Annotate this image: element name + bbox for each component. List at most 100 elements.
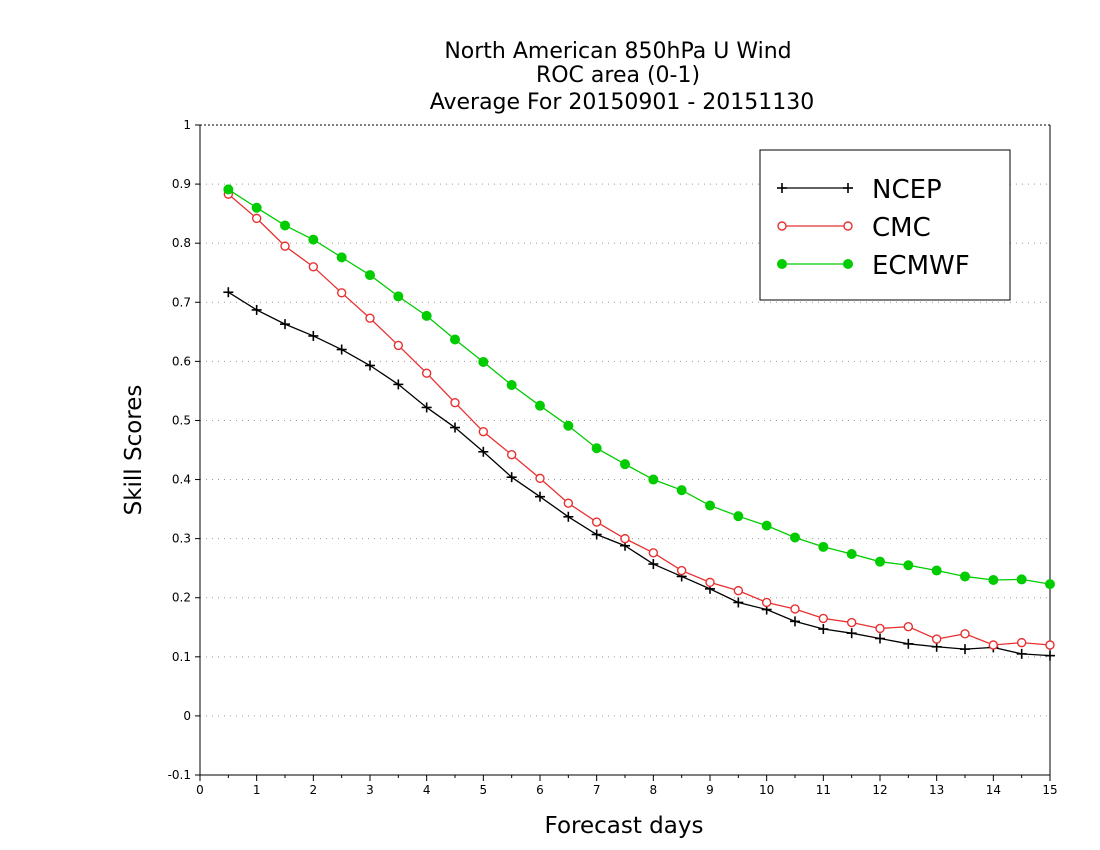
data-point-cmc [790,604,800,614]
data-point-ecmwf [591,443,602,454]
data-point-ecmwf [1016,574,1027,585]
data-point-cmc [251,213,262,224]
data-point-ecmwf [875,556,885,567]
data-point-cmc [818,613,829,624]
data-point-ecmwf [790,532,800,543]
y-tick-label: 0.3 [172,532,191,546]
data-point-ecmwf [450,334,460,345]
data-point-ncep [1045,650,1055,661]
series-line-ncep [227,291,1051,657]
data-point-ncep [280,319,290,330]
data-point-ecmwf [705,500,715,511]
data-point-ecmwf [648,474,659,485]
axes: -0.100.10.20.30.40.50.60.70.80.910 1 2 3 4 5 6… [168,118,1058,797]
data-point-cmc [846,617,857,628]
data-point-ecmwf [506,380,517,390]
data-point-ecmwf [563,420,574,431]
x-tick-label: 3 [366,783,374,797]
x-tick-label: 11 [816,783,831,797]
data-point-cmc [336,288,347,298]
y-axis-label: Skill Scores [121,385,147,516]
data-point-cmc [591,517,602,527]
data-point-ncep [223,287,234,298]
chart-title-line-2: ROC area (0-1) [536,63,700,88]
y-tick-label: 0.5 [172,413,191,427]
legend-entry-cmc: CMC [777,213,931,243]
data-point-cmc [478,426,489,437]
chart-title-line-3: Average For 20150901 - 20151130 [430,90,815,115]
data-point-ncep [478,446,489,457]
series-ncep [223,287,1055,661]
data-point-cmc [620,533,630,544]
data-point-ecmwf [761,520,772,531]
x-tick-label: 5 [480,783,488,797]
data-point-ncep [960,644,970,655]
data-point-ecmwf [393,291,404,302]
data-point-cmc [1045,640,1055,650]
data-point-ncep [903,638,914,649]
data-point-ecmwf [960,571,970,582]
data-point-ncep [1016,648,1027,659]
legend-marker-cmc [777,221,787,231]
data-point-cmc [761,597,772,608]
data-point-ecmwf [336,252,347,263]
x-tick-label: 8 [650,783,658,797]
data-point-ecmwf [251,202,262,213]
data-point-cmc [931,634,942,644]
data-point-ncep [591,529,602,540]
x-tick-label: 7 [593,783,601,797]
data-point-ecmwf [223,184,234,195]
data-point-cmc [676,565,687,576]
y-tick-label: 0.7 [172,295,191,309]
data-point-ncep [535,491,545,502]
legend-marker-ncep [777,183,787,193]
data-point-cmc [421,368,432,378]
data-point-ncep [818,624,829,635]
x-tick-label: 2 [310,783,318,797]
chart-title: North American 850hPa U Wind ROC area (0… [430,39,815,115]
data-point-ecmwf [676,485,687,496]
data-point-cmc [308,262,319,272]
y-tick-label: 0.2 [172,591,191,605]
data-point-cmc [988,640,999,650]
x-tick-label: 4 [423,783,431,797]
data-point-cmc [733,585,744,596]
data-point-ecmwf [1045,579,1055,590]
data-point-ecmwf [308,234,319,245]
series-ecmwf [223,184,1055,590]
data-point-ncep [365,360,375,371]
legend-marker-cmc [843,221,853,231]
data-point-cmc [535,473,545,484]
data-point-ncep [421,402,432,413]
x-tick-label: 6 [536,783,544,797]
y-tick-label: 0.4 [172,473,191,487]
legend-entry-ecmwf: ECMWF [777,251,970,281]
y-tick-label: -0.1 [168,768,191,782]
data-series [223,184,1055,661]
data-point-cmc [506,450,517,460]
y-tick-label: 1 [183,118,191,132]
x-axis-label: Forecast days [545,813,704,839]
data-point-ecmwf [478,356,489,367]
data-point-cmc [705,577,715,588]
data-point-ncep [790,616,800,627]
data-point-cmc [903,621,914,632]
y-tick-label: 0.6 [172,354,191,368]
data-point-ncep [563,511,574,522]
data-point-ecmwf [818,541,829,552]
data-point-cmc [960,629,970,639]
data-point-ecmwf [733,511,744,522]
x-tick-label: 10 [759,783,774,797]
data-point-ecmwf [903,560,914,571]
x-tick-label: 15 [1042,783,1057,797]
data-point-cmc [563,498,574,508]
data-point-ncep [733,597,744,608]
data-point-ncep [875,633,885,644]
data-point-ecmwf [280,220,290,231]
data-point-ecmwf [421,310,432,321]
data-point-ecmwf [535,400,545,411]
data-point-cmc [365,313,375,323]
legend-marker-ncep [843,183,853,193]
legend-entry-ncep: NCEP [777,175,942,205]
